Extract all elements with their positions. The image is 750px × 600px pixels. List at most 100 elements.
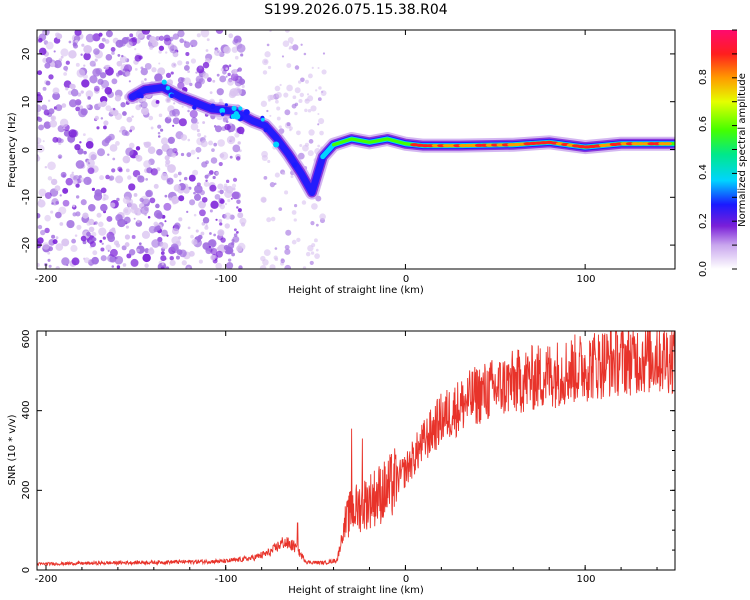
spectrogram-noise-point [202, 217, 210, 224]
spectrogram-noise-point [71, 171, 74, 174]
spectrogram-noise-point [236, 206, 239, 209]
spectrogram-noise-point [55, 104, 63, 112]
spectrogram-noise-point [217, 190, 220, 193]
spectrogram-noise-point [150, 126, 154, 130]
spectrogram-noise-point [198, 65, 203, 70]
spectrogram-noise-point [45, 56, 53, 64]
spectrogram-noise-point [192, 169, 199, 176]
spectrogram-noise-point [89, 241, 96, 248]
spectrogram-noise-point [42, 242, 50, 250]
spectrogram-noise-point [44, 214, 51, 222]
spectrogram-noise-point [102, 197, 106, 201]
spectrogram-noise-point [99, 239, 103, 243]
spectrogram-noise-point [83, 176, 92, 186]
spectrogram-noise-point [56, 33, 63, 40]
spectrogram-noise-point [209, 232, 212, 235]
spectrogram-noise-point [301, 200, 307, 205]
spectrogram-noise-point [218, 218, 223, 223]
spectrogram-noise-point [190, 149, 196, 155]
spectrogram-noise-point [183, 41, 191, 48]
spectrogram-noise-point [55, 236, 59, 240]
spectrogram-noise-point [228, 64, 232, 68]
spectrogram-noise-point [210, 248, 218, 255]
spectrogram-noise-point [80, 199, 87, 206]
spectrogram-noise-point [317, 97, 322, 102]
spectrogram-noise-point [134, 48, 137, 51]
spectrogram-noise-point [266, 43, 270, 47]
spectrogram-noise-point [55, 266, 60, 269]
spectrogram-noise-point [276, 106, 281, 111]
spectrogram-noise-point [290, 46, 293, 49]
colorbar-tick: 0.6 [698, 116, 709, 132]
spectrogram-noise-point [83, 52, 91, 61]
spectrogram-noise-point [269, 30, 272, 33]
spectrogram-noise-point [193, 191, 196, 195]
spectrogram-noise-point [38, 188, 47, 197]
spectrogram-noise-point [234, 132, 240, 138]
spectrogram-noise-point [133, 217, 136, 220]
spectrogram-noise-point [189, 199, 196, 206]
spectrogram-noise-point [37, 104, 42, 113]
spectrogram-noise-point [119, 55, 128, 64]
spectrogram-noise-point [275, 99, 279, 104]
spectrogram-noise-point [164, 155, 170, 161]
spectrogram-noise-point [135, 146, 141, 151]
spectrogram-noise-point [133, 193, 138, 197]
ridge-bright-spot [243, 109, 250, 116]
spectrogram-noise-point [213, 233, 216, 237]
spectrogram-noise-point [105, 30, 113, 38]
spectrogram-noise-point [75, 195, 80, 199]
spectrogram-noise-point [304, 108, 308, 113]
spectrogram-noise-point [160, 172, 169, 181]
spectrogram-noise-point [215, 250, 223, 258]
spectrogram-xtick: 100 [576, 274, 595, 285]
spectrogram-noise-point [37, 224, 43, 230]
spectrogram-noise-point [165, 266, 170, 269]
spectrogram-noise-point [141, 30, 151, 35]
spectrogram-noise-point [110, 248, 118, 257]
spectrogram-noise-point [229, 136, 235, 142]
spectrogram-noise-point [88, 203, 96, 212]
spectrogram-noise-point [75, 62, 80, 67]
spectrogram-noise-point [181, 260, 187, 266]
spectrogram-noise-point [294, 204, 298, 208]
spectrogram-noise-point [187, 138, 191, 142]
spectrogram-noise-point [210, 254, 216, 261]
spectrogram-noise-point [144, 78, 147, 81]
spectrogram-noise-point [160, 128, 164, 132]
spectrogram-noise-point [177, 30, 185, 38]
spectrogram-noise-point [145, 190, 152, 197]
spectrogram-noise-point [282, 171, 286, 176]
spectrogram-noise-point [259, 264, 267, 269]
spectrogram-noise-point [47, 258, 51, 262]
spectrogram-noise-point [290, 42, 293, 45]
spectrogram-noise-point [44, 227, 50, 234]
spectrogram-noise-point [311, 203, 318, 210]
spectrogram-noise-point [157, 213, 163, 219]
spectrogram-noise-point [82, 133, 86, 137]
spectrogram-noise-point [172, 117, 180, 125]
spectrogram-noise-point [307, 73, 313, 79]
spectrogram-noise-point [82, 212, 89, 219]
spectrogram-noise-point [124, 208, 129, 214]
spectrogram-noise-point [122, 263, 127, 267]
spectrogram-noise-point [196, 33, 201, 38]
spectrogram-noise-point [126, 41, 133, 48]
spectrogram-noise-point [122, 68, 125, 71]
snr-series [37, 331, 675, 567]
spectrogram-noise-point [37, 94, 43, 103]
spectrogram-noise-point [164, 220, 167, 223]
spectrogram-noise-point [148, 115, 154, 121]
spectrogram-noise-point [235, 156, 241, 161]
spectrogram-noise-point [86, 104, 90, 109]
spectrogram-noise-point [128, 80, 131, 83]
spectrogram-noise-point [169, 259, 176, 266]
ridge-bright-spot [224, 103, 228, 107]
spectrogram-noise-point [165, 72, 172, 79]
spectrogram-xtick: -100 [215, 274, 238, 285]
spectrogram-ytick: 10 [21, 96, 32, 109]
spectrogram-noise-point [158, 113, 163, 118]
spectrogram-noise-point [50, 210, 54, 214]
spectrogram-noise-point [130, 258, 139, 267]
spectrogram-noise-point [100, 79, 110, 89]
